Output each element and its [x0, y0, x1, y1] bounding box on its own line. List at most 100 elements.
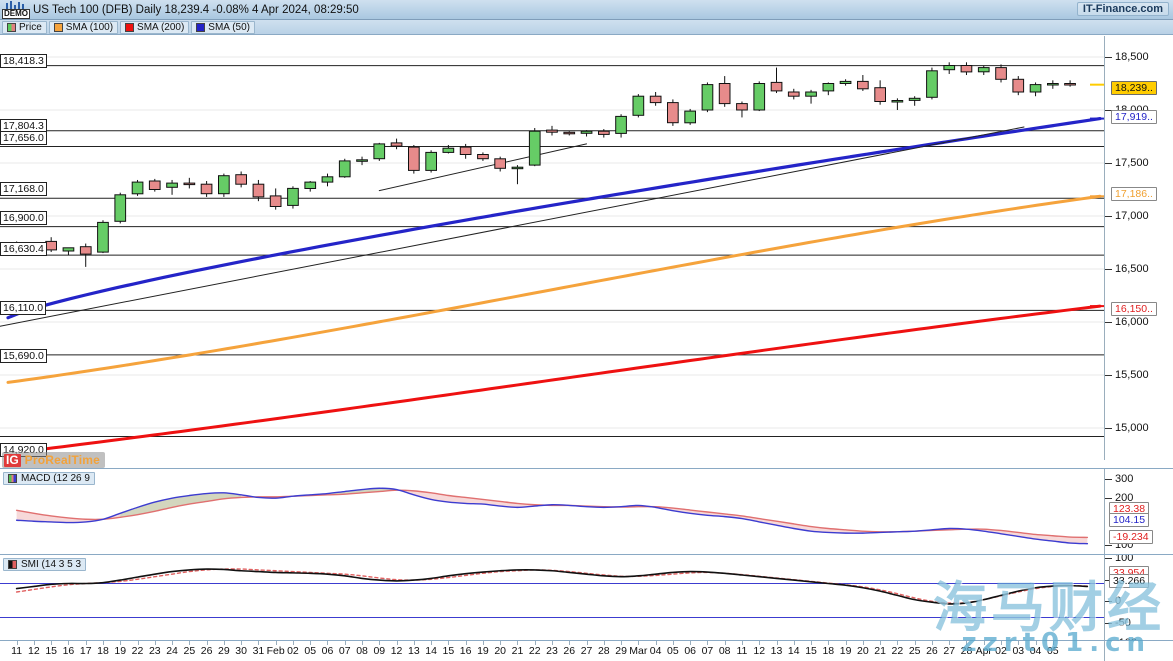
macd-value-marker[interactable]: -19.234: [1109, 530, 1153, 544]
date-tick: [655, 641, 657, 645]
smi-plot-area[interactable]: [0, 555, 1104, 640]
candle[interactable]: [684, 110, 696, 124]
candle[interactable]: [442, 147, 455, 153]
candle[interactable]: [580, 130, 593, 134]
candle[interactable]: [183, 182, 196, 186]
candle[interactable]: [787, 91, 800, 97]
candle[interactable]: [408, 146, 420, 171]
candle[interactable]: [390, 142, 403, 147]
candle[interactable]: [62, 247, 75, 252]
candle[interactable]: [373, 143, 386, 160]
candle[interactable]: [511, 166, 524, 170]
price-marker-orange[interactable]: 17,186..: [1111, 187, 1157, 201]
price-plot-area[interactable]: 18,418.3 17,804.3 17,656.0 17,168.0 16,900.0…: [0, 36, 1104, 460]
candle[interactable]: [459, 146, 472, 155]
candle[interactable]: [546, 129, 558, 133]
candle[interactable]: [1029, 84, 1042, 93]
candle[interactable]: [97, 221, 109, 253]
candle[interactable]: [822, 83, 835, 92]
date-tick: [1052, 641, 1054, 645]
date-tick-label: 11: [736, 645, 748, 657]
date-tick: [275, 641, 277, 645]
candle[interactable]: [287, 187, 299, 206]
date-tick: [811, 641, 813, 645]
candle[interactable]: [839, 80, 852, 85]
price-level-label[interactable]: 16,900.0: [0, 211, 47, 225]
date-tick: [172, 641, 174, 645]
candle[interactable]: [995, 67, 1007, 80]
smi-value-marker[interactable]: 33.266: [1109, 574, 1150, 588]
candle[interactable]: [563, 131, 576, 135]
candle[interactable]: [79, 246, 92, 255]
legend-item-price[interactable]: Price: [2, 20, 47, 34]
candle[interactable]: [269, 195, 282, 207]
date-axis[interactable]: 11 12 15 16 17 18 19 22 23 24 25 26 29 30 31 Feb 02 05 06 0…: [0, 640, 1173, 661]
macd-indicator-tag[interactable]: MACD (12 26 9: [3, 472, 95, 485]
candle[interactable]: [615, 115, 627, 134]
price-level-label[interactable]: 15,690.0: [0, 349, 47, 363]
candle[interactable]: [1012, 78, 1025, 93]
price-marker-red[interactable]: 16,150..: [1111, 302, 1157, 316]
candle[interactable]: [252, 183, 265, 198]
legend-item-sma200[interactable]: SMA (200): [120, 20, 190, 34]
candle[interactable]: [131, 181, 144, 195]
candle[interactable]: [356, 159, 368, 162]
candle[interactable]: [114, 194, 127, 222]
candle[interactable]: [891, 100, 904, 103]
candle[interactable]: [736, 103, 748, 111]
price-level-label[interactable]: 18,418.3: [0, 54, 47, 68]
candle[interactable]: [667, 102, 679, 124]
candle[interactable]: [425, 151, 437, 171]
macd-value-marker[interactable]: 104.15: [1109, 513, 1150, 527]
candle[interactable]: [926, 70, 938, 98]
candle[interactable]: [632, 95, 645, 116]
candle[interactable]: [701, 84, 714, 111]
candle[interactable]: [166, 182, 178, 188]
axis-tick: [1105, 601, 1112, 602]
candle[interactable]: [321, 176, 334, 183]
price-marker-blue[interactable]: 17,919..: [1111, 110, 1157, 124]
smi-indicator-tag[interactable]: SMI (14 3 5 3: [3, 558, 87, 571]
candle[interactable]: [943, 65, 956, 71]
candle[interactable]: [477, 154, 489, 160]
candle[interactable]: [528, 130, 541, 166]
date-tick-label: 25: [183, 645, 196, 657]
price-level-label[interactable]: 17,168.0: [0, 182, 47, 196]
macd-pane[interactable]: 300 200 100 123.38 104.15 -19.234 MACD (12 26…: [0, 468, 1173, 554]
date-tick-label: 26: [926, 645, 938, 657]
candle[interactable]: [753, 83, 766, 111]
candle[interactable]: [304, 181, 317, 190]
macd-value-marker[interactable]: 123.38: [1109, 502, 1150, 516]
candle[interactable]: [908, 97, 921, 101]
candle[interactable]: [874, 87, 886, 103]
price-level-label[interactable]: 16,110.0: [0, 301, 47, 315]
price-level-label[interactable]: 16,630.4: [0, 242, 47, 256]
price-marker-cur[interactable]: 18,239..: [1111, 81, 1157, 95]
candle[interactable]: [718, 83, 731, 105]
candle[interactable]: [960, 65, 973, 73]
price-axis[interactable]: 18,50018,00017,50017,00016,50016,00015,5…: [1104, 36, 1173, 460]
legend-item-sma100[interactable]: SMA (100): [48, 20, 119, 34]
price-pane[interactable]: 18,418.3 17,804.3 17,656.0 17,168.0 16,900.0…: [0, 36, 1173, 460]
candle[interactable]: [598, 130, 610, 135]
candle[interactable]: [1064, 83, 1076, 86]
candle[interactable]: [45, 240, 57, 251]
candle[interactable]: [649, 95, 662, 104]
candle[interactable]: [200, 183, 213, 195]
candle[interactable]: [1047, 83, 1059, 86]
candle[interactable]: [338, 160, 351, 178]
price-level-label[interactable]: 17,656.0: [0, 131, 47, 145]
candle[interactable]: [977, 67, 990, 73]
candle[interactable]: [148, 180, 161, 190]
candle[interactable]: [770, 81, 783, 92]
candle[interactable]: [805, 91, 817, 97]
candle[interactable]: [494, 158, 506, 169]
candle[interactable]: [857, 80, 869, 90]
candle[interactable]: [218, 175, 230, 195]
legend-item-sma50[interactable]: SMA (50): [191, 20, 255, 34]
macd-axis[interactable]: 300 200 100 123.38 104.15 -19.234: [1104, 469, 1173, 554]
macd-plot-area[interactable]: [0, 469, 1104, 554]
candle[interactable]: [235, 174, 248, 185]
